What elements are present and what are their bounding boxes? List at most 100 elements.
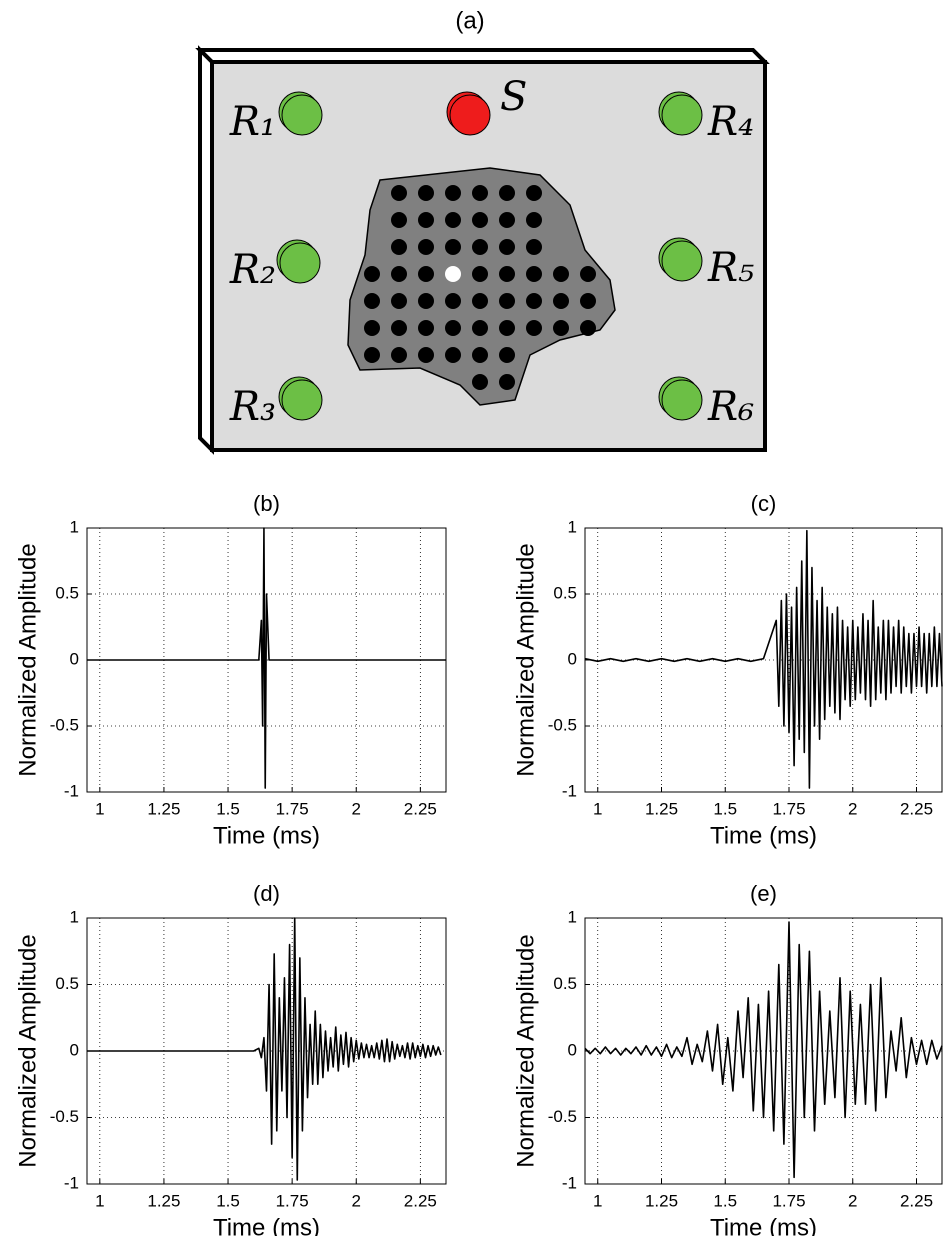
scan-point [445,239,461,255]
y-tick-label: 1 [568,907,577,926]
scan-point [499,347,515,363]
x-tick-label: 1.25 [147,1191,180,1210]
scan-point [445,320,461,336]
scan-point [445,293,461,309]
scan-point [391,347,407,363]
x-tick-label: 1 [95,799,104,818]
scan-point [499,185,515,201]
y-tick-label: -0.5 [548,715,577,734]
y-tick-label: 0.5 [553,583,577,602]
scan-point [580,293,596,309]
y-axis-label: Normalized Amplitude [14,543,41,776]
receiver-label: R₆ [707,384,754,430]
y-tick-label: -0.5 [548,1107,577,1126]
scan-point [526,185,542,201]
plot-frame [584,527,943,793]
y-axis-label: Normalized Amplitude [512,543,539,776]
panel-label: (a) [455,7,484,34]
x-tick-label: 2 [848,799,857,818]
scan-point [418,347,434,363]
sensor [279,242,321,284]
scan-point [445,185,461,201]
waveform [87,527,446,789]
scan-point [445,266,461,282]
sensors [276,91,703,421]
sensor [281,94,323,136]
waveform [87,917,442,1181]
y-tick-label: -0.5 [50,1107,79,1126]
x-axis-label: Time (ms) [710,1214,817,1236]
y-tick-label: -1 [562,1173,577,1192]
scan-point [499,320,515,336]
scan-point [418,293,434,309]
x-tick-label: 1.25 [645,799,678,818]
x-tick-label: 1 [593,799,602,818]
waveform [584,529,943,789]
x-tick-label: 1.75 [276,799,309,818]
scan-point [364,320,380,336]
receiver-label: R₃ [229,384,276,430]
y-axis-label: Normalized Amplitude [512,934,539,1167]
x-tick-label: 2.25 [900,1191,933,1210]
chart-title: (d) [253,881,280,906]
y-tick-label: 1 [70,907,79,926]
scan-point [580,266,596,282]
x-tick-label: 2.25 [900,799,933,818]
scan-point [472,266,488,282]
x-tick-label: 1.5 [216,1191,240,1210]
scan-point [418,266,434,282]
scan-point [364,266,380,282]
y-tick-label: 0.5 [55,974,79,993]
y-tick-label: 1 [568,517,577,536]
scan-point [526,293,542,309]
scan-point [391,266,407,282]
damage-region [347,167,616,406]
y-axis-label: Normalized Amplitude [14,934,41,1167]
scan-point [499,212,515,228]
scan-point [526,239,542,255]
scan-grid [364,185,596,390]
chart-title: (b) [253,491,280,516]
scan-point [445,347,461,363]
scan-point [553,320,569,336]
scan-point [499,374,515,390]
x-tick-label: 1.5 [713,799,737,818]
x-tick-label: 1.5 [216,799,240,818]
scan-point [499,293,515,309]
chart-title: (e) [750,881,777,906]
x-tick-label: 1 [593,1191,602,1210]
y-tick-label: -1 [64,781,79,800]
scan-point [472,374,488,390]
x-axis-label: Time (ms) [710,822,817,849]
scan-point [553,266,569,282]
receiver-label: R₄ [707,99,754,145]
scan-point [499,266,515,282]
x-tick-label: 1.25 [147,799,180,818]
y-tick-label: 0 [568,649,577,668]
waveform [584,921,943,1179]
sensor [449,94,491,136]
sensor [661,240,703,282]
x-tick-label: 1.75 [276,1191,309,1210]
scan-point [364,293,380,309]
y-tick-label: 0.5 [553,974,577,993]
scan-point [526,212,542,228]
y-tick-label: 0.5 [55,583,79,602]
source-label: S [500,74,527,120]
x-tick-label: 2.25 [404,799,437,818]
x-tick-label: 2 [352,1191,361,1210]
receiver-label: R₁ [229,99,276,145]
plot-frame [584,917,943,1185]
scan-point [472,185,488,201]
scan-point [418,239,434,255]
y-tick-label: 0 [70,1040,79,1059]
scan-point [499,239,515,255]
sensor [661,94,703,136]
x-axis-label: Time (ms) [213,1214,320,1236]
x-tick-label: 1.5 [713,1191,737,1210]
receiver-label: R₂ [229,247,276,293]
y-tick-label: 1 [70,517,79,536]
scan-point [391,293,407,309]
scan-point [391,212,407,228]
